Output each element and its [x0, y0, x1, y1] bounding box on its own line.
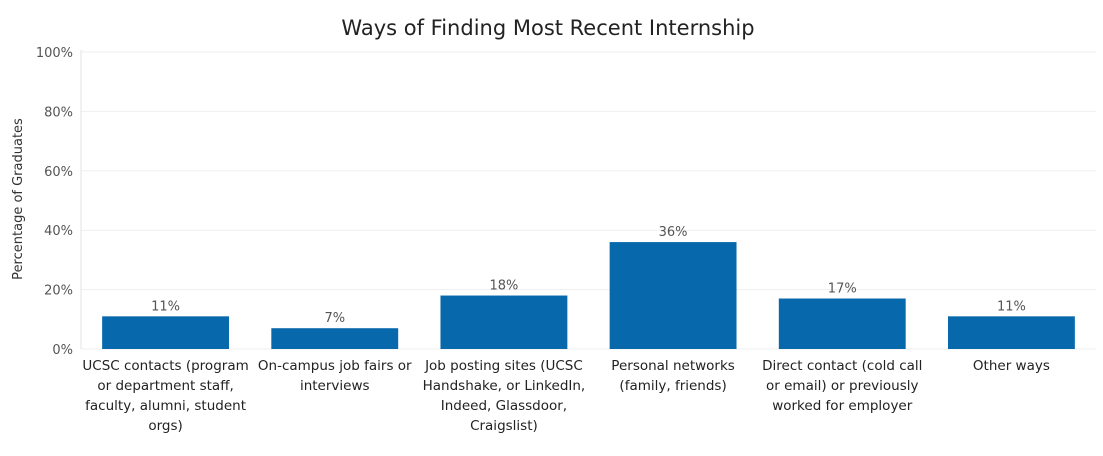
data-label: 7% [324, 311, 345, 326]
x-axis-categories: UCSC contacts (program or department staf… [82, 358, 1049, 434]
data-label: 11% [997, 299, 1026, 314]
data-label: 36% [659, 225, 688, 240]
y-tick-label: 60% [44, 165, 73, 180]
data-label: 18% [489, 279, 518, 294]
y-axis-label: Percentage of Graduates [11, 118, 26, 280]
data-labels: 11% 7% 18% 36% 17% 11% [151, 225, 1026, 326]
category-label: Job posting sites (UCSC Handshake, or Lin… [423, 358, 586, 434]
bar [609, 242, 737, 349]
bar [778, 298, 906, 349]
y-tick-label: 100% [36, 46, 73, 61]
data-label: 11% [151, 299, 180, 314]
gridlines [81, 51, 1096, 350]
category-label: Personal networks (family, friends) [611, 358, 735, 394]
y-tick-label: 40% [44, 224, 73, 239]
bar [271, 328, 399, 349]
bar [440, 295, 568, 349]
bars [102, 242, 1075, 349]
category-label: UCSC contacts (program or department staf… [82, 358, 248, 434]
bar [102, 316, 230, 349]
data-label: 17% [828, 282, 857, 297]
y-axis-ticks: 0% 20% 40% 60% 80% 100% [36, 46, 73, 358]
category-label: Other ways [973, 358, 1050, 374]
y-tick-label: 80% [44, 105, 73, 120]
y-tick-label: 0% [52, 343, 73, 358]
bar [947, 316, 1075, 349]
category-label: Direct contact (cold call or email) or pr… [762, 358, 922, 414]
y-tick-label: 20% [44, 284, 73, 299]
category-label: On-campus job fairs or interviews [258, 358, 412, 394]
chart-title: Ways of Finding Most Recent Internship [341, 16, 754, 40]
